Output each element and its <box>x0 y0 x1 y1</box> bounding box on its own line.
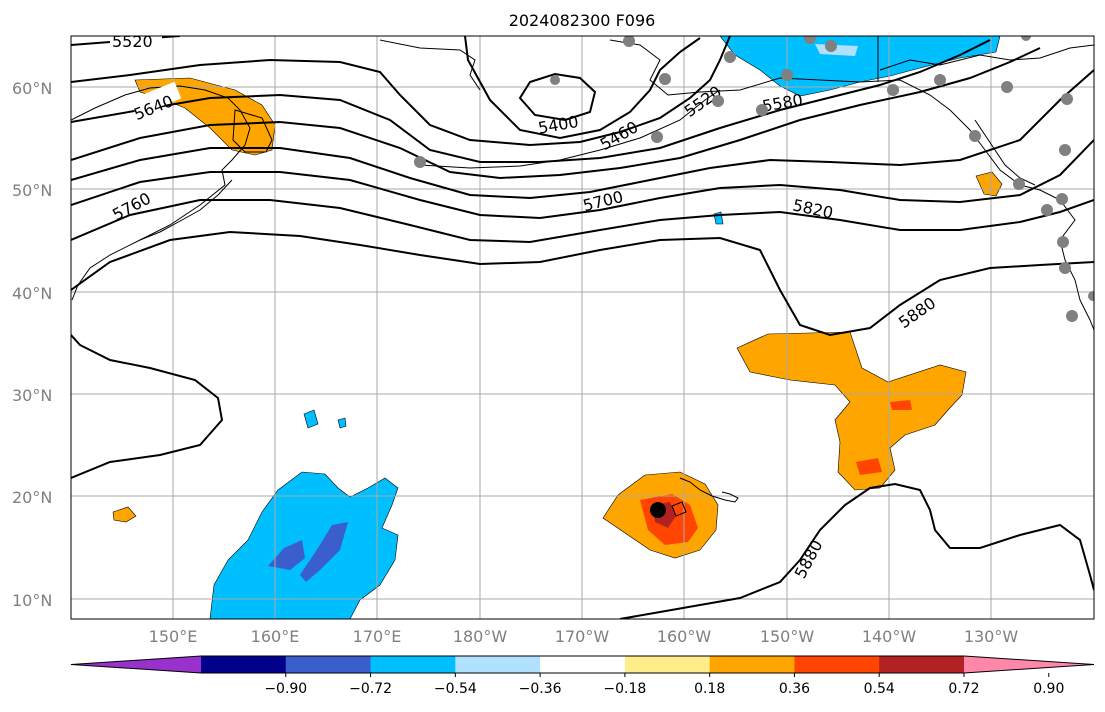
map-frame <box>70 35 1095 620</box>
coast-alaska-mainland <box>609 39 1094 331</box>
colorbar-segment <box>624 656 711 673</box>
lon-label-140w: 140°W <box>862 627 917 646</box>
colorbar-segment <box>201 656 287 673</box>
lon-label-180w: 180°W <box>453 627 508 646</box>
contour-5880-south <box>619 482 1094 619</box>
contour-5700 <box>71 69 1094 200</box>
contour-5820 <box>71 199 1094 244</box>
coast-kurils <box>139 179 233 241</box>
colorbar-tick-label: −0.90 <box>264 681 307 697</box>
colorbar-segment <box>879 656 965 673</box>
colorbar: −0.90 −0.72 −0.54 −0.36 −0.18 0.18 0.36 0.54 0.7… <box>70 655 1095 697</box>
contour-5460 <box>464 36 701 140</box>
contour-label-5700: 5700 <box>581 187 625 215</box>
contour-5580 <box>71 39 991 163</box>
anomaly-blue-dot-1 <box>303 409 319 429</box>
coast-alaska-south <box>379 39 481 91</box>
anomaly-bc <box>975 171 1003 197</box>
graticule <box>71 36 1094 619</box>
contour-5760 <box>71 139 1094 220</box>
colorbar-tick-label: 0.18 <box>694 681 725 697</box>
colorbar-segment <box>709 656 795 673</box>
colorbar-tick-label: −0.54 <box>434 681 477 697</box>
coast-kamchatka <box>232 109 273 153</box>
colorbar-tick-label: 0.36 <box>779 681 810 697</box>
contour-label-5760: 5760 <box>109 189 154 225</box>
lat-label-60: 60°N <box>12 79 52 98</box>
lon-label-150w: 150°W <box>760 627 815 646</box>
anomaly-small-blue <box>713 211 724 225</box>
contour-label-5460: 5460 <box>597 117 642 154</box>
anomaly-east-red-1 <box>890 400 912 410</box>
colorbar-segment <box>455 656 541 673</box>
contour-5400 <box>518 72 597 122</box>
colorbar-ticks: −0.90 −0.72 −0.54 −0.36 −0.18 0.18 0.36 0.54 0.7… <box>264 673 1064 697</box>
colorbar-tick-label: −0.18 <box>603 681 646 697</box>
anomaly-east <box>736 331 967 491</box>
contour-label-5880-south: 5880 <box>791 537 827 582</box>
colorbar-segment <box>285 656 372 673</box>
contour-5880-north <box>71 230 1094 337</box>
anomaly-east-red-2 <box>856 458 882 475</box>
lat-label-20: 20°N <box>12 488 52 507</box>
lat-label-50: 50°N <box>12 181 52 200</box>
colorbar-segment <box>370 656 456 673</box>
lon-label-130w: 130°W <box>964 627 1019 646</box>
lon-label-170e: 170°E <box>353 627 402 646</box>
colorbar-segment <box>540 656 626 673</box>
colorbar-tick-label: −0.36 <box>519 681 562 697</box>
colorbar-extend-low <box>71 656 201 673</box>
contour-label-5820: 5820 <box>791 195 835 222</box>
coast-canada-north <box>879 44 1094 71</box>
contour-5880-west <box>71 334 224 479</box>
storm-center-marker <box>650 502 666 518</box>
coast-asia <box>71 85 251 301</box>
anomaly-small-orange-west <box>112 506 137 523</box>
lat-label-30: 30°N <box>12 386 52 405</box>
contour-label-5520-west: 5520 <box>112 32 153 51</box>
lat-label-40: 40°N <box>12 284 52 303</box>
contour-5640b <box>71 47 1041 180</box>
contour-5640 <box>71 36 731 147</box>
coast-aleutians <box>419 89 721 169</box>
colorbar-outline <box>70 655 1095 674</box>
longitude-labels: 150°E 160°E 170°E 180°W 170°W 160°W 150°… <box>149 627 1019 646</box>
coast-hawaii <box>679 477 739 503</box>
anomaly-blue-dot-2 <box>337 417 347 429</box>
map-plot-area: 5520 5640 5400 5460 5520 5580 5760 5700 … <box>71 32 1094 619</box>
lon-label-160w: 160°W <box>657 627 712 646</box>
colorbar-tick-label: 0.72 <box>948 681 979 697</box>
colorbar-tick-label: 0.90 <box>1033 681 1064 697</box>
station-dots <box>414 36 1094 322</box>
colorbar-segments <box>70 655 1095 674</box>
lon-label-170w: 170°W <box>555 627 610 646</box>
colorbar-tick-label: −0.72 <box>349 681 392 697</box>
latitude-labels: 60°N 50°N 40°N 30°N 20°N 10°N <box>12 79 52 610</box>
height-contours <box>71 36 1094 619</box>
lat-label-10: 10°N <box>12 591 52 610</box>
colorbar-segment <box>794 656 880 673</box>
anomaly-sw-blue <box>209 471 399 619</box>
anomaly-sw-blue-dark-2 <box>300 522 348 582</box>
lon-label-160e: 160°E <box>251 627 300 646</box>
lon-label-150e: 150°E <box>149 627 198 646</box>
colorbar-extend-high <box>964 656 1094 673</box>
coast-hawaii-bigisland <box>671 501 687 517</box>
anomaly-sw-blue-dark-1 <box>268 540 305 570</box>
contour-label-5880-east: 5880 <box>895 293 939 332</box>
map-title: 2024082300 F096 <box>509 11 656 30</box>
colorbar-tick-label: 0.54 <box>864 681 895 697</box>
